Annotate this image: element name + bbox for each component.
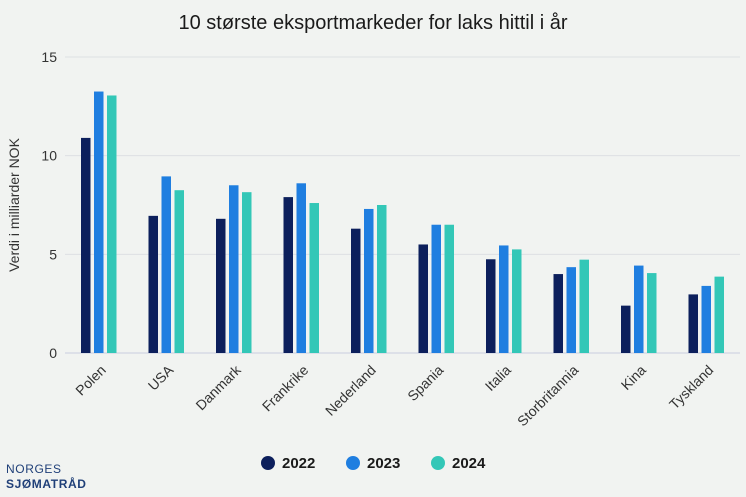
bar-2022-frankrike xyxy=(283,197,293,353)
bar-2024-tyskland xyxy=(714,276,724,353)
legend-marker-2024 xyxy=(431,456,445,470)
bar-2022-kina xyxy=(621,305,631,353)
bar-2022-polen xyxy=(81,137,91,353)
bar-2023-usa xyxy=(161,176,171,353)
x-tick-labels: Polen USA Danmark Frankrike Nederland Spania I… xyxy=(72,361,716,429)
legend-label-2024: 2024 xyxy=(452,455,486,472)
x-tick-label: Spania xyxy=(404,362,446,404)
bar-2023-italia xyxy=(499,245,509,353)
logo-line-1: NORGES xyxy=(6,462,62,476)
x-tick-label: Tyskland xyxy=(666,362,716,412)
bar-2024-storbritannia xyxy=(579,259,589,353)
bar-2023-danmark xyxy=(229,185,239,353)
bar-2022-spania xyxy=(418,244,428,353)
bar-2024-spania xyxy=(444,224,454,353)
bar-2024-kina xyxy=(647,273,657,353)
bar-2022-nederland xyxy=(351,228,361,353)
logo-line-2: SJØMATRÅD xyxy=(6,477,87,491)
bar-2023-polen xyxy=(94,91,104,354)
y-tick-labels: 0 5 10 15 xyxy=(41,49,57,361)
bar-2023-tyskland xyxy=(701,285,711,353)
bar-2023-nederland xyxy=(364,208,374,353)
legend-label-2023: 2023 xyxy=(367,455,400,472)
x-tick-label: Italia xyxy=(482,362,514,394)
legend-marker-2022 xyxy=(261,456,275,470)
chart-title: 10 største eksportmarkeder for laks hitt… xyxy=(178,12,567,34)
legend-marker-2023 xyxy=(346,456,360,470)
bar-2023-storbritannia xyxy=(566,267,576,353)
x-tick-label: Nederland xyxy=(322,362,379,419)
bar-2024-polen xyxy=(107,95,117,353)
legend: 2022 2023 2024 xyxy=(261,455,486,472)
x-tick-label: Storbritannia xyxy=(514,362,582,430)
norges-sjomatrad-logo: NORGES SJØMATRÅD xyxy=(6,462,87,492)
y-tick-label: 5 xyxy=(49,246,57,262)
x-tick-label: USA xyxy=(145,361,177,393)
y-tick-label: 15 xyxy=(41,49,57,65)
bar-2022-italia xyxy=(486,259,496,353)
bar-2022-usa xyxy=(148,215,158,353)
x-tick-label: Kina xyxy=(618,362,649,393)
bar-2023-spania xyxy=(431,224,441,353)
y-tick-label: 10 xyxy=(41,148,57,164)
x-tick-label: Danmark xyxy=(192,361,244,413)
bar-2024-italia xyxy=(512,249,522,353)
legend-label-2022: 2022 xyxy=(282,455,315,472)
bar-2023-kina xyxy=(634,265,644,353)
bar-2022-danmark xyxy=(216,218,226,353)
y-tick-label: 0 xyxy=(49,345,57,361)
bar-2024-nederland xyxy=(377,205,387,353)
y-axis-label: Verdi i milliarder NOK xyxy=(6,137,22,271)
x-tick-label: Frankrike xyxy=(259,362,312,415)
bar-2022-tyskland xyxy=(688,294,698,353)
bar-2024-danmark xyxy=(242,192,252,353)
bars xyxy=(81,91,724,354)
x-tick-label: Polen xyxy=(72,362,109,399)
bar-2023-frankrike xyxy=(296,183,306,353)
bar-2022-storbritannia xyxy=(553,274,563,353)
bar-2024-usa xyxy=(174,190,184,353)
bar-2024-frankrike xyxy=(309,203,319,353)
